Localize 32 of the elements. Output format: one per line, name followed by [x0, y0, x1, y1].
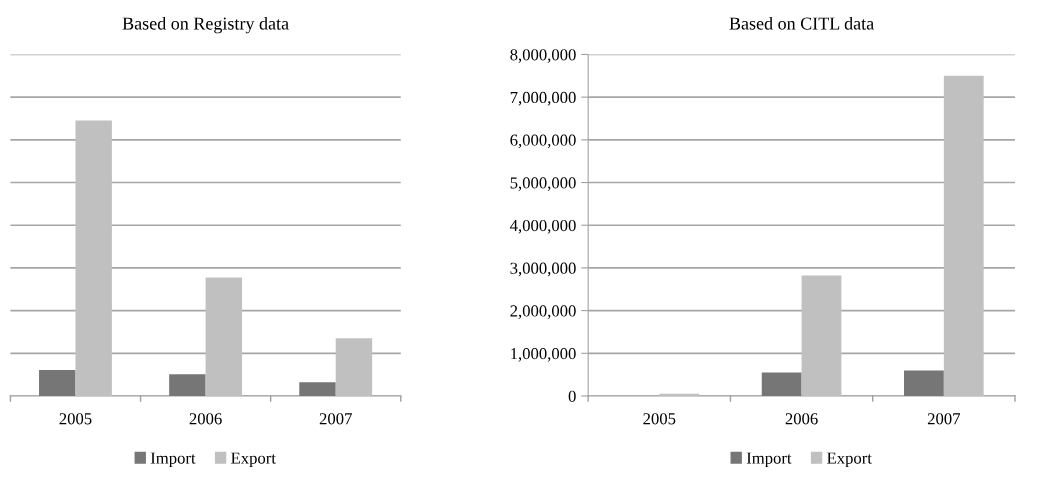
y-tick-label: 3,000,000: [510, 262, 576, 277]
y-tick-label: 2,000,000: [510, 305, 576, 319]
y-tick-label: 0: [568, 390, 576, 402]
legend-label: Export: [827, 452, 872, 468]
bar: [205, 277, 243, 396]
bar: [75, 120, 112, 396]
chart-title: Based on Registry data: [122, 16, 289, 34]
bar: [943, 75, 984, 396]
y-tick-label: 4,000,000: [510, 219, 576, 234]
bar: [761, 372, 802, 396]
bar: [299, 382, 336, 396]
bar: [904, 370, 944, 396]
x-tick-label: 2007: [319, 413, 352, 425]
x-tick-label: 2006: [189, 413, 222, 425]
legend-label: Import: [150, 452, 196, 468]
y-tick-label: 8,000,000: [510, 49, 576, 63]
y-tick-label: 6,000,000: [510, 134, 576, 149]
x-tick-label: 2005: [643, 413, 676, 425]
y-tick-label: 1,000,000: [511, 348, 576, 362]
chart-title: Based on CITL data: [729, 16, 874, 30]
bar: [169, 374, 206, 396]
x-tick-label: 2005: [59, 413, 92, 425]
bar: [659, 393, 700, 396]
legend-label: Import: [746, 452, 792, 468]
x-tick-label: 2006: [785, 413, 818, 425]
y-tick-label: 5,000,000: [510, 177, 576, 191]
bar: [39, 370, 76, 396]
y-tick-label: 7,000,000: [510, 91, 576, 106]
legend-label: Export: [231, 452, 276, 468]
bar: [335, 338, 373, 396]
bar: [801, 275, 842, 396]
x-tick-label: 2007: [927, 413, 961, 425]
